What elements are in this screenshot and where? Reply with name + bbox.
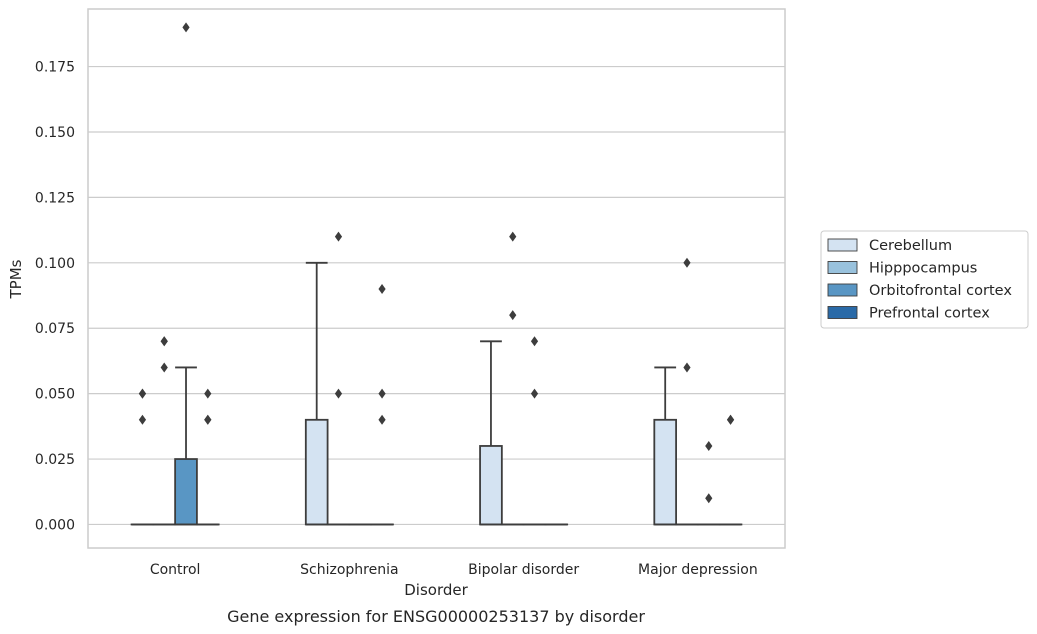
box-cerebellum <box>479 340 503 526</box>
y-tick-label: 0.075 <box>35 321 75 337</box>
outlier-point <box>160 362 168 373</box>
box-body <box>304 418 329 526</box>
outlier-point <box>726 414 735 425</box>
legend-swatch <box>827 238 858 252</box>
chart-caption: Gene expression for ENSG00000253137 by d… <box>227 607 645 626</box>
y-tick-labels: 0.000 0.025 0.050 0.075 0.100 0.125 0.150 0.175 <box>35 60 75 534</box>
outlier-point <box>705 440 713 451</box>
outlier-point <box>705 493 713 504</box>
outlier-point <box>160 336 168 347</box>
legend-swatch <box>827 306 858 319</box>
legend-label: Cerebellum <box>869 238 952 254</box>
x-tick-label: Major depression <box>638 562 758 578</box>
legend-swatch <box>827 283 858 297</box>
outlier-point <box>138 388 147 399</box>
y-tick-label: 0.050 <box>35 387 75 403</box>
y-axis-label: TPMs <box>7 259 25 299</box>
outlier-point <box>334 388 343 399</box>
x-tick-label: Schizophrenia <box>300 562 398 578</box>
legend: Cerebellum Hipppocampus Orbitofrontal cort… <box>820 230 1029 329</box>
y-tick-label: 0.175 <box>35 60 75 76</box>
box-cerebellum <box>653 366 677 526</box>
box-cerebellum <box>304 261 329 526</box>
y-tick-label: 0.000 <box>35 517 75 533</box>
legend-label: Orbitofrontal cortex <box>869 283 1012 299</box>
outlier-point <box>182 22 190 33</box>
box-body <box>174 458 198 526</box>
legend-frame <box>820 230 1029 329</box>
box-plot-boxes <box>130 261 743 526</box>
outlier-point <box>530 388 539 399</box>
y-tick-label: 0.150 <box>35 125 75 141</box>
legend-label: Hipppocampus <box>869 261 977 277</box>
y-tick-label: 0.025 <box>35 452 75 468</box>
outlier-point <box>378 414 386 425</box>
outlier-point <box>204 388 212 399</box>
outlier-point <box>378 283 386 294</box>
outlier-points <box>138 22 735 504</box>
outlier-point <box>509 231 517 242</box>
outlier-point <box>683 362 691 373</box>
plot-frame <box>87 8 786 549</box>
x-tick-label: Bipolar disorder <box>468 562 579 578</box>
outlier-point <box>509 310 517 321</box>
box-body <box>479 445 503 526</box>
box-body <box>653 418 677 526</box>
outlier-point <box>138 414 147 425</box>
legend-label: Prefrontal cortex <box>869 306 990 322</box>
legend-swatch <box>827 261 858 274</box>
y-tick-label: 0.125 <box>35 190 75 206</box>
outlier-point <box>683 257 691 268</box>
outlier-point <box>378 388 386 399</box>
outlier-point <box>204 414 212 425</box>
outlier-point <box>334 231 343 242</box>
grid-lines <box>88 65 785 526</box>
x-tick-label: Control <box>150 562 201 578</box>
x-tick-labels: Control Schizophrenia Bipolar disorder Majo… <box>150 562 758 578</box>
x-axis-label: Disorder <box>404 581 468 599</box>
box-orbitofrontal-cortex <box>174 366 198 526</box>
outlier-point <box>530 336 539 347</box>
y-tick-label: 0.100 <box>35 256 75 272</box>
